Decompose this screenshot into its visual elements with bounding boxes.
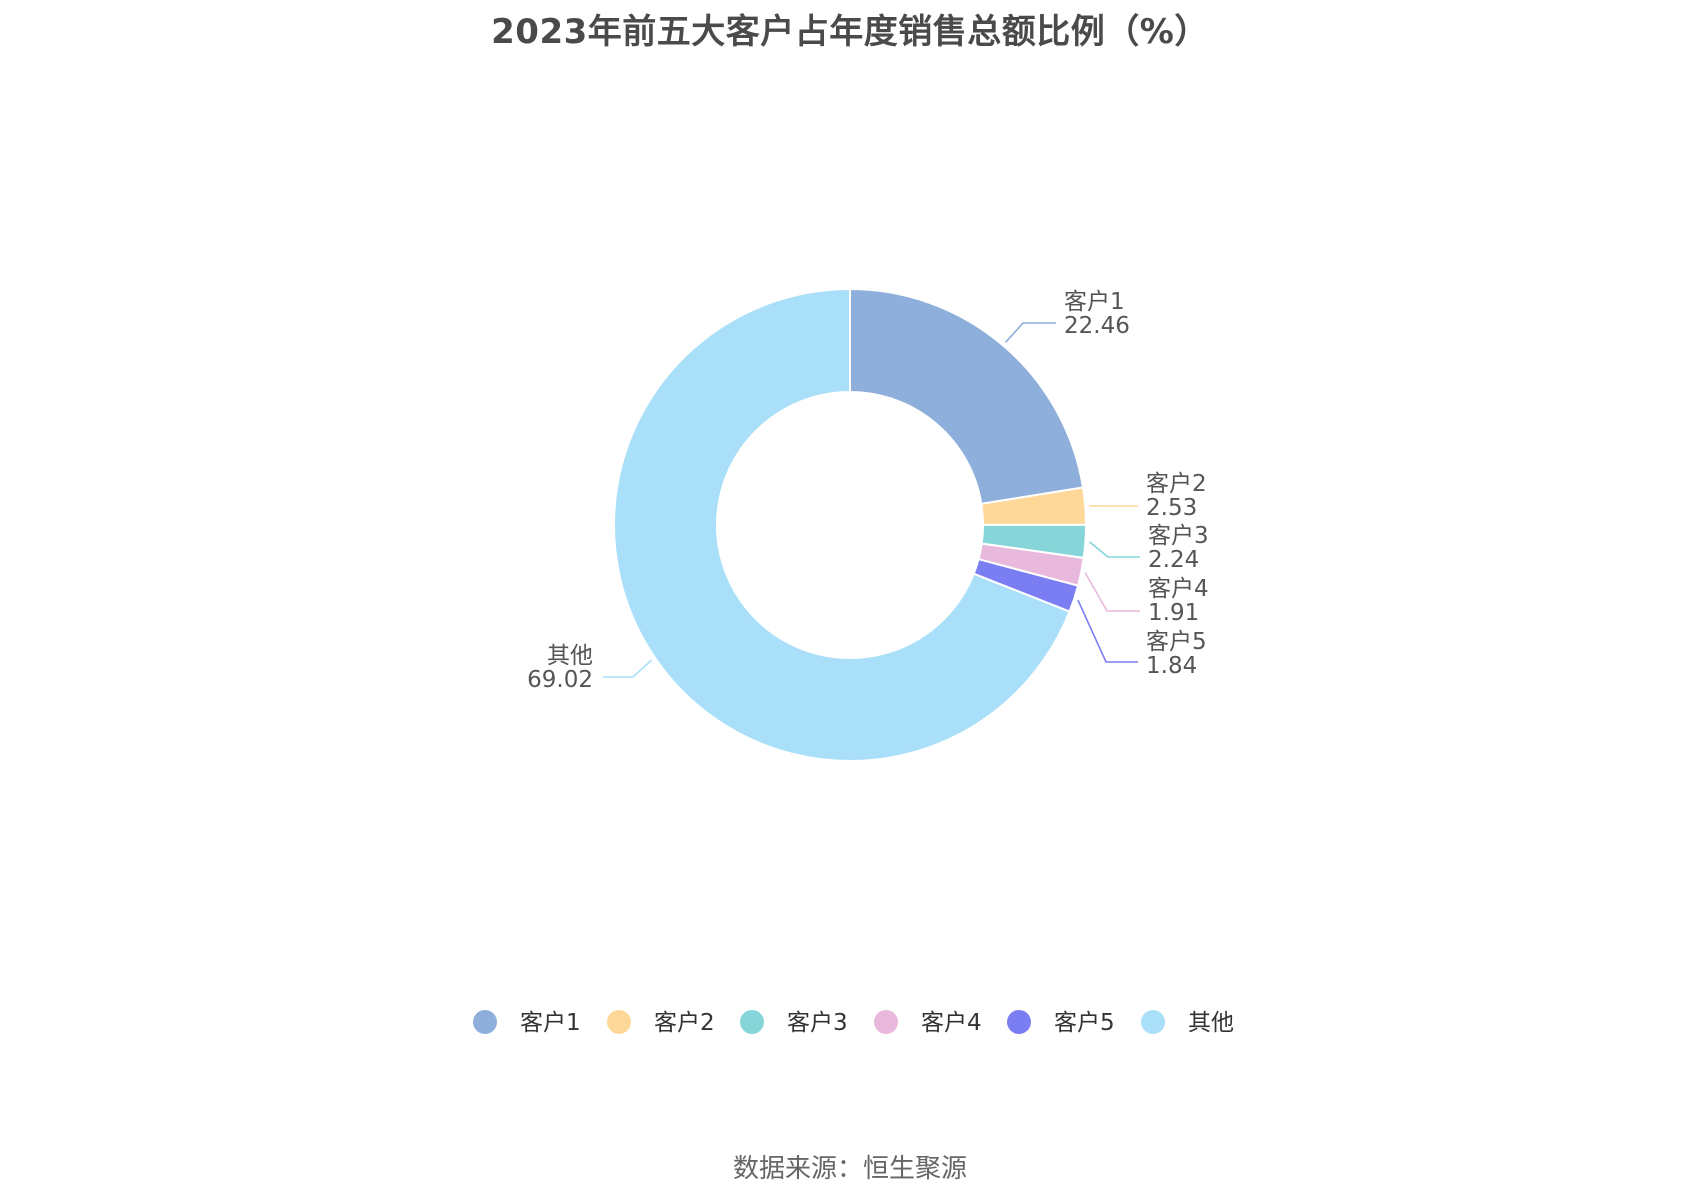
slice-1[interactable] [849, 287, 1085, 506]
legend-item-3[interactable]: 客户3 [740, 1010, 848, 1036]
legend-label-6: 其他 [1188, 1010, 1234, 1036]
legend-marker-2 [607, 1010, 631, 1034]
legend: 客户1 客户2 客户3 客户4 客户5 其他 [473, 1010, 1234, 1036]
leader-line-1 [1005, 322, 1056, 343]
slice-value-4: 1.91 [1148, 600, 1199, 626]
leader-line-6 [603, 659, 653, 678]
legend-label-1: 客户1 [520, 1010, 581, 1036]
chart-title: 2023年前五大客户占年度销售总额比例（%） [491, 12, 1209, 52]
slice-value-5: 1.84 [1146, 653, 1197, 679]
slice-label-1: 客户1 [1064, 289, 1125, 315]
slice-label-6: 其他 [547, 643, 593, 669]
legend-label-3: 客户3 [787, 1010, 848, 1036]
source-note: 数据来源：恒生聚源 [732, 1154, 967, 1184]
slice-6[interactable] [613, 287, 1071, 762]
slice-label-3: 客户3 [1148, 523, 1209, 549]
slice-value-1: 22.46 [1064, 313, 1130, 339]
slice-value-2: 2.53 [1146, 495, 1197, 521]
legend-label-4: 客户4 [921, 1010, 982, 1036]
legend-marker-1 [473, 1010, 497, 1034]
legend-marker-3 [740, 1010, 764, 1034]
slice-label-5: 客户5 [1146, 629, 1207, 655]
leader-line-5 [1077, 599, 1138, 663]
legend-marker-6 [1141, 1010, 1165, 1034]
slices-layer [613, 287, 1088, 762]
legend-item-1[interactable]: 客户1 [473, 1010, 581, 1036]
legend-marker-5 [1007, 1010, 1031, 1034]
legend-label-5: 客户5 [1054, 1010, 1115, 1036]
legend-item-4[interactable]: 客户4 [874, 1010, 982, 1036]
leader-line-3 [1088, 541, 1140, 558]
legend-item-5[interactable]: 客户5 [1007, 1010, 1115, 1036]
slice-value-6: 69.02 [527, 667, 593, 693]
legend-label-2: 客户2 [654, 1010, 715, 1036]
legend-marker-4 [874, 1010, 898, 1034]
slice-value-3: 2.24 [1148, 547, 1199, 573]
legend-item-6[interactable]: 其他 [1141, 1010, 1234, 1036]
leader-line-4 [1084, 572, 1140, 612]
slice-label-4: 客户4 [1148, 576, 1209, 602]
legend-item-2[interactable]: 客户2 [607, 1010, 715, 1036]
slice-label-2: 客户2 [1146, 471, 1207, 497]
